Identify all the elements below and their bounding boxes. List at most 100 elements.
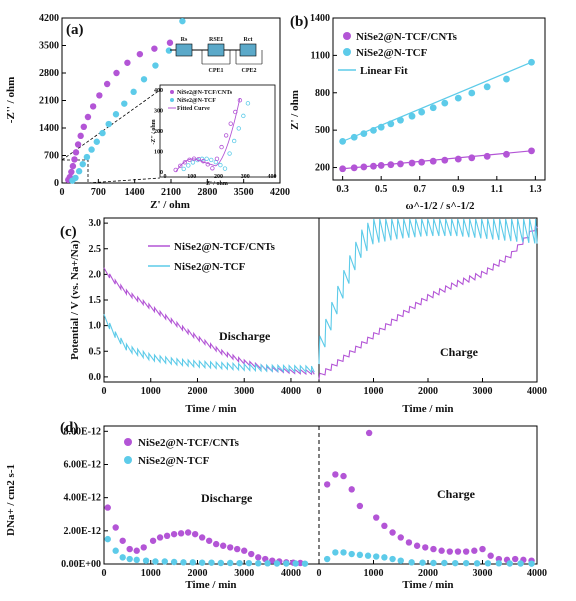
point-d-discharge-1 xyxy=(126,555,133,563)
point-a-1 xyxy=(121,100,128,107)
point-d-charge-0 xyxy=(397,534,404,541)
panel-a-points xyxy=(65,17,186,184)
b-xtick-label: 0.5 xyxy=(375,184,388,195)
point-b-0 xyxy=(441,156,449,164)
point-d-discharge-0 xyxy=(255,554,262,561)
d-xtick-left-label: 3000 xyxy=(234,568,254,579)
point-d-charge-0 xyxy=(438,547,445,554)
a-ytick-label: 0 xyxy=(54,178,59,189)
panel-d-yticks: 0.00E+00 2.00E-12 4.00E-12 6.00E-12 8.00E-12 xyxy=(61,426,108,570)
point-a-1 xyxy=(152,62,159,69)
point-d-discharge-1 xyxy=(273,560,281,567)
point-d-charge-0 xyxy=(422,544,429,551)
panel-d-points xyxy=(104,429,535,567)
c-ytick-label: 1.0 xyxy=(89,321,102,332)
point-a-1 xyxy=(165,47,173,54)
point-d-discharge-0 xyxy=(112,524,119,531)
d-xtick-left-label: 4000 xyxy=(281,568,301,579)
c-xtick-right-label: 1000 xyxy=(364,386,384,397)
inset-ytick: 100 xyxy=(154,150,163,156)
point-a-0 xyxy=(89,103,97,110)
point-d-discharge-0 xyxy=(184,529,192,536)
inset-ytick: 400 xyxy=(154,88,163,94)
label-rct: Rct xyxy=(244,37,253,43)
inset-ytick: 300 xyxy=(154,109,163,115)
point-d-charge-1 xyxy=(441,559,448,567)
panel-c-ylabel: Potential / V (vs. Na+/Na) xyxy=(69,240,81,360)
point-d-discharge-0 xyxy=(126,545,133,553)
point-a-0 xyxy=(124,59,131,66)
inset-legend-0: NiSe2@N-TCF/CNTs xyxy=(177,90,233,96)
d-xtick-right-label: 4000 xyxy=(527,568,547,579)
point-a-0 xyxy=(103,80,111,88)
point-b-1 xyxy=(441,99,449,107)
c-ytick-label: 2.5 xyxy=(89,244,102,255)
b-xtick-label: 1.1 xyxy=(491,184,504,195)
point-d-charge-1 xyxy=(348,550,355,558)
line-c-discharge-cnts xyxy=(103,267,315,376)
point-a-0 xyxy=(74,141,82,148)
c-ytick-label: 3.0 xyxy=(89,218,102,229)
point-d-discharge-0 xyxy=(226,544,234,551)
point-d-charge-0 xyxy=(512,555,519,563)
point-b-0 xyxy=(387,161,395,169)
point-d-charge-0 xyxy=(389,529,396,536)
d-xtick-left-label: 0 xyxy=(102,568,107,579)
point-b-1 xyxy=(528,58,535,66)
label-rsei: RSEI xyxy=(209,37,224,43)
point-d-charge-0 xyxy=(454,548,462,555)
point-b-0 xyxy=(418,158,426,166)
panel-b-legend-1: NiSe2@N-TCF xyxy=(356,47,428,59)
inset-point-tcf xyxy=(190,160,196,165)
line-c-charge-cnts xyxy=(318,224,538,380)
inset-fit-curve xyxy=(175,98,241,173)
inset-points: 0 100 200 300 400 0 100 200 300 400 xyxy=(154,88,277,180)
panel-c: (c) Potential / V (vs. Na+/Na) Time / mi… xyxy=(60,217,547,415)
point-d-charge-0 xyxy=(446,548,453,555)
point-d-charge-0 xyxy=(462,548,470,555)
point-b-1 xyxy=(483,83,491,91)
c-xtick-left-label: 3000 xyxy=(234,386,254,397)
inset-point-cnts xyxy=(219,144,224,150)
panel-d-ylabel: DNa+ / cm2 s-1 xyxy=(5,464,17,536)
point-d-discharge-0 xyxy=(170,530,178,538)
panel-b-ylabel: Z' / ohm xyxy=(289,90,301,130)
point-b-1 xyxy=(397,116,404,124)
label-cpe1: CPE1 xyxy=(209,68,224,74)
point-d-charge-0 xyxy=(430,545,437,553)
panel-d-xlabel-left: Time / min xyxy=(185,579,236,591)
point-d-charge-1 xyxy=(506,560,513,567)
d-xtick-left-label: 2000 xyxy=(187,568,207,579)
c-ytick-label: 0.0 xyxy=(89,372,102,383)
point-b-0 xyxy=(429,157,437,165)
point-d-discharge-0 xyxy=(205,537,213,544)
point-d-discharge-0 xyxy=(297,559,304,567)
b-ytick-label: 1100 xyxy=(311,50,330,61)
point-d-discharge-1 xyxy=(189,559,197,566)
point-d-discharge-0 xyxy=(119,537,126,544)
panel-c-charge: Charge xyxy=(440,345,479,359)
inset-ytick: 200 xyxy=(154,129,163,135)
point-d-charge-0 xyxy=(332,471,339,478)
point-a-0 xyxy=(80,123,88,131)
label-rs: Rs xyxy=(181,37,188,43)
point-d-charge-1 xyxy=(389,555,396,563)
inset-point-tcf xyxy=(209,157,214,163)
panel-c-legend-0: NiSe2@N-TCF/CNTs xyxy=(174,241,276,253)
point-b-1 xyxy=(387,120,395,128)
point-b-1 xyxy=(377,123,385,131)
b-ytick-label: 200 xyxy=(315,163,330,174)
point-d-charge-0 xyxy=(373,514,380,521)
point-b-0 xyxy=(339,165,347,173)
a-ytick-label: 1400 xyxy=(39,123,59,134)
point-b-0 xyxy=(503,150,510,158)
inset-xtick: 300 xyxy=(241,174,250,180)
point-b-1 xyxy=(418,108,426,116)
c-xtick-right-label: 3000 xyxy=(473,386,493,397)
a-ytick-label: 2100 xyxy=(39,96,59,107)
point-a-0 xyxy=(71,156,78,163)
point-a-0 xyxy=(151,45,158,52)
c-xtick-right-label: 2000 xyxy=(418,386,438,397)
c-xtick-right-label: 4000 xyxy=(527,386,547,397)
panel-d-legend-1: NiSe2@N-TCF xyxy=(138,455,210,467)
